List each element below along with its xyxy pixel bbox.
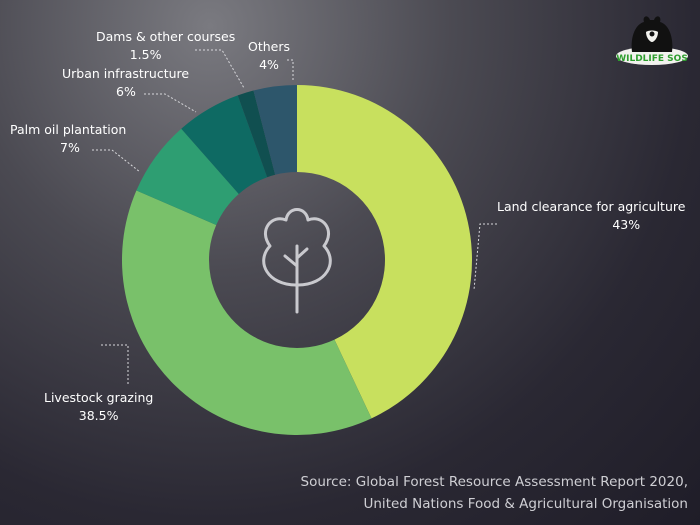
- tree-icon: [262, 208, 332, 314]
- slice-name: Land clearance for agriculture: [497, 199, 686, 214]
- slice-value: 38.5%: [78, 408, 119, 423]
- leader-line: [101, 344, 129, 385]
- slice-dams: [237, 90, 276, 178]
- slice-value: 1.5%: [129, 47, 162, 62]
- leader-line: [287, 59, 294, 82]
- slice-name: Urban infrastructure: [62, 66, 190, 81]
- wildlife-sos-logo: WILDLIFE SOS: [616, 16, 688, 65]
- slice-label-palm-oil: Palm oil plantation 7%: [10, 121, 126, 157]
- leader-line: [473, 223, 497, 291]
- slice-value: 6%: [116, 84, 136, 99]
- slice-others: [253, 85, 297, 175]
- slice-urban: [181, 95, 268, 194]
- slice-value: 4%: [259, 57, 279, 72]
- slice-palm-oil: [136, 128, 239, 226]
- slice-label-livestock: Livestock grazing 38.5%: [44, 389, 153, 425]
- slice-value: 7%: [60, 140, 80, 155]
- logo-text: WILDLIFE SOS: [616, 54, 688, 64]
- source-line-1: Source: Global Forest Resource Assessmen…: [300, 474, 688, 490]
- slice-name: Livestock grazing: [44, 390, 154, 405]
- slice-name: Dams & other courses: [96, 29, 236, 44]
- slice-label-urban: Urban infrastructure 6%: [62, 65, 189, 101]
- source-note: Source: Global Forest Resource Assessmen…: [301, 471, 688, 515]
- leader-line: [144, 93, 197, 113]
- slice-livestock-grazing: [121, 190, 372, 436]
- slice-name: Palm oil plantation: [10, 122, 127, 137]
- slice-label-others: Others 4%: [248, 38, 290, 74]
- slice-label-dams: Dams & other courses 1.5%: [96, 28, 235, 64]
- leader-line: [92, 149, 141, 173]
- slice-name: Others: [248, 39, 291, 54]
- source-line-2: United Nations Food & Agricultural Organ…: [363, 496, 689, 512]
- leader-line: [195, 49, 245, 89]
- slice-land-clearance: [297, 85, 472, 419]
- slice-label-land-clearance: Land clearance for agriculture 43%: [497, 198, 685, 234]
- slice-value: 43%: [612, 217, 641, 232]
